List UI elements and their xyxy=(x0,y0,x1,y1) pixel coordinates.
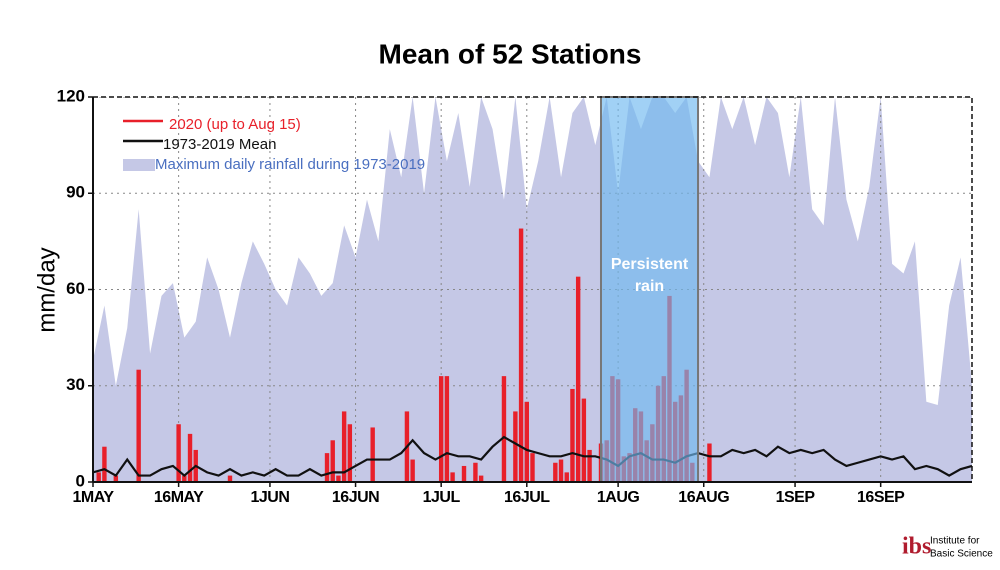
bar xyxy=(341,411,347,482)
plot-area xyxy=(93,97,972,482)
bar xyxy=(513,411,518,482)
bar xyxy=(581,398,587,482)
bar xyxy=(176,424,181,482)
bar xyxy=(330,440,335,482)
logo-text: Basic Science xyxy=(930,549,993,560)
bar xyxy=(187,433,193,482)
bar xyxy=(336,475,341,482)
x-tick-label: 16JUN xyxy=(332,489,379,506)
bar xyxy=(444,376,450,482)
bar xyxy=(564,472,569,482)
y-tick-label: 120 xyxy=(57,86,85,105)
logo-text: Institute for xyxy=(930,536,980,547)
bar xyxy=(227,475,233,482)
y-tick-label: 90 xyxy=(66,183,85,202)
legend-label: 1973-2019 Mean xyxy=(163,136,276,153)
bar xyxy=(450,472,455,482)
x-tick-label: 16SEP xyxy=(857,489,905,506)
bar xyxy=(707,443,712,482)
chart-title: Mean of 52 Stations xyxy=(379,38,642,69)
bar xyxy=(438,376,444,482)
y-tick-label: 0 xyxy=(76,471,85,490)
bar xyxy=(558,459,564,482)
bar xyxy=(182,475,187,482)
y-axis-label: mm/day xyxy=(33,247,60,332)
bar xyxy=(575,276,581,482)
bar xyxy=(524,401,529,482)
bar xyxy=(501,376,507,482)
bar xyxy=(113,475,119,482)
legend-label: 2020 (up to Aug 15) xyxy=(169,116,301,133)
highlight-label: Persistent rain xyxy=(611,256,689,295)
bar xyxy=(410,459,415,482)
logo-mark: ibs xyxy=(902,534,931,560)
bar xyxy=(518,228,524,482)
bar xyxy=(570,388,575,482)
bar xyxy=(102,446,107,482)
bar xyxy=(553,462,558,482)
x-tick-label: 1SEP xyxy=(776,489,816,506)
bar xyxy=(473,462,478,482)
bar xyxy=(461,465,467,482)
bar xyxy=(96,472,101,482)
y-tick-label: 60 xyxy=(66,279,85,298)
bar xyxy=(370,427,375,482)
x-tick-label: 1JUL xyxy=(423,489,461,506)
x-tick-label: 1AUG xyxy=(597,489,640,506)
legend-label: Maximum daily rainfall during 1973-2019 xyxy=(155,156,425,173)
bar xyxy=(530,453,535,482)
legend-swatch xyxy=(123,159,155,171)
mean-line xyxy=(93,435,972,478)
bar xyxy=(347,424,353,482)
y-tick-label: 30 xyxy=(66,375,85,394)
x-tick-label: 1MAY xyxy=(73,489,115,506)
bar xyxy=(324,453,330,482)
bar xyxy=(136,369,141,482)
x-tick-label: 1JUN xyxy=(250,489,289,506)
x-tick-label: 16AUG xyxy=(678,489,729,506)
bar xyxy=(587,449,592,482)
x-tick-label: 16JUL xyxy=(504,489,550,506)
x-tick-label: 16MAY xyxy=(154,489,204,506)
bar xyxy=(478,475,484,482)
